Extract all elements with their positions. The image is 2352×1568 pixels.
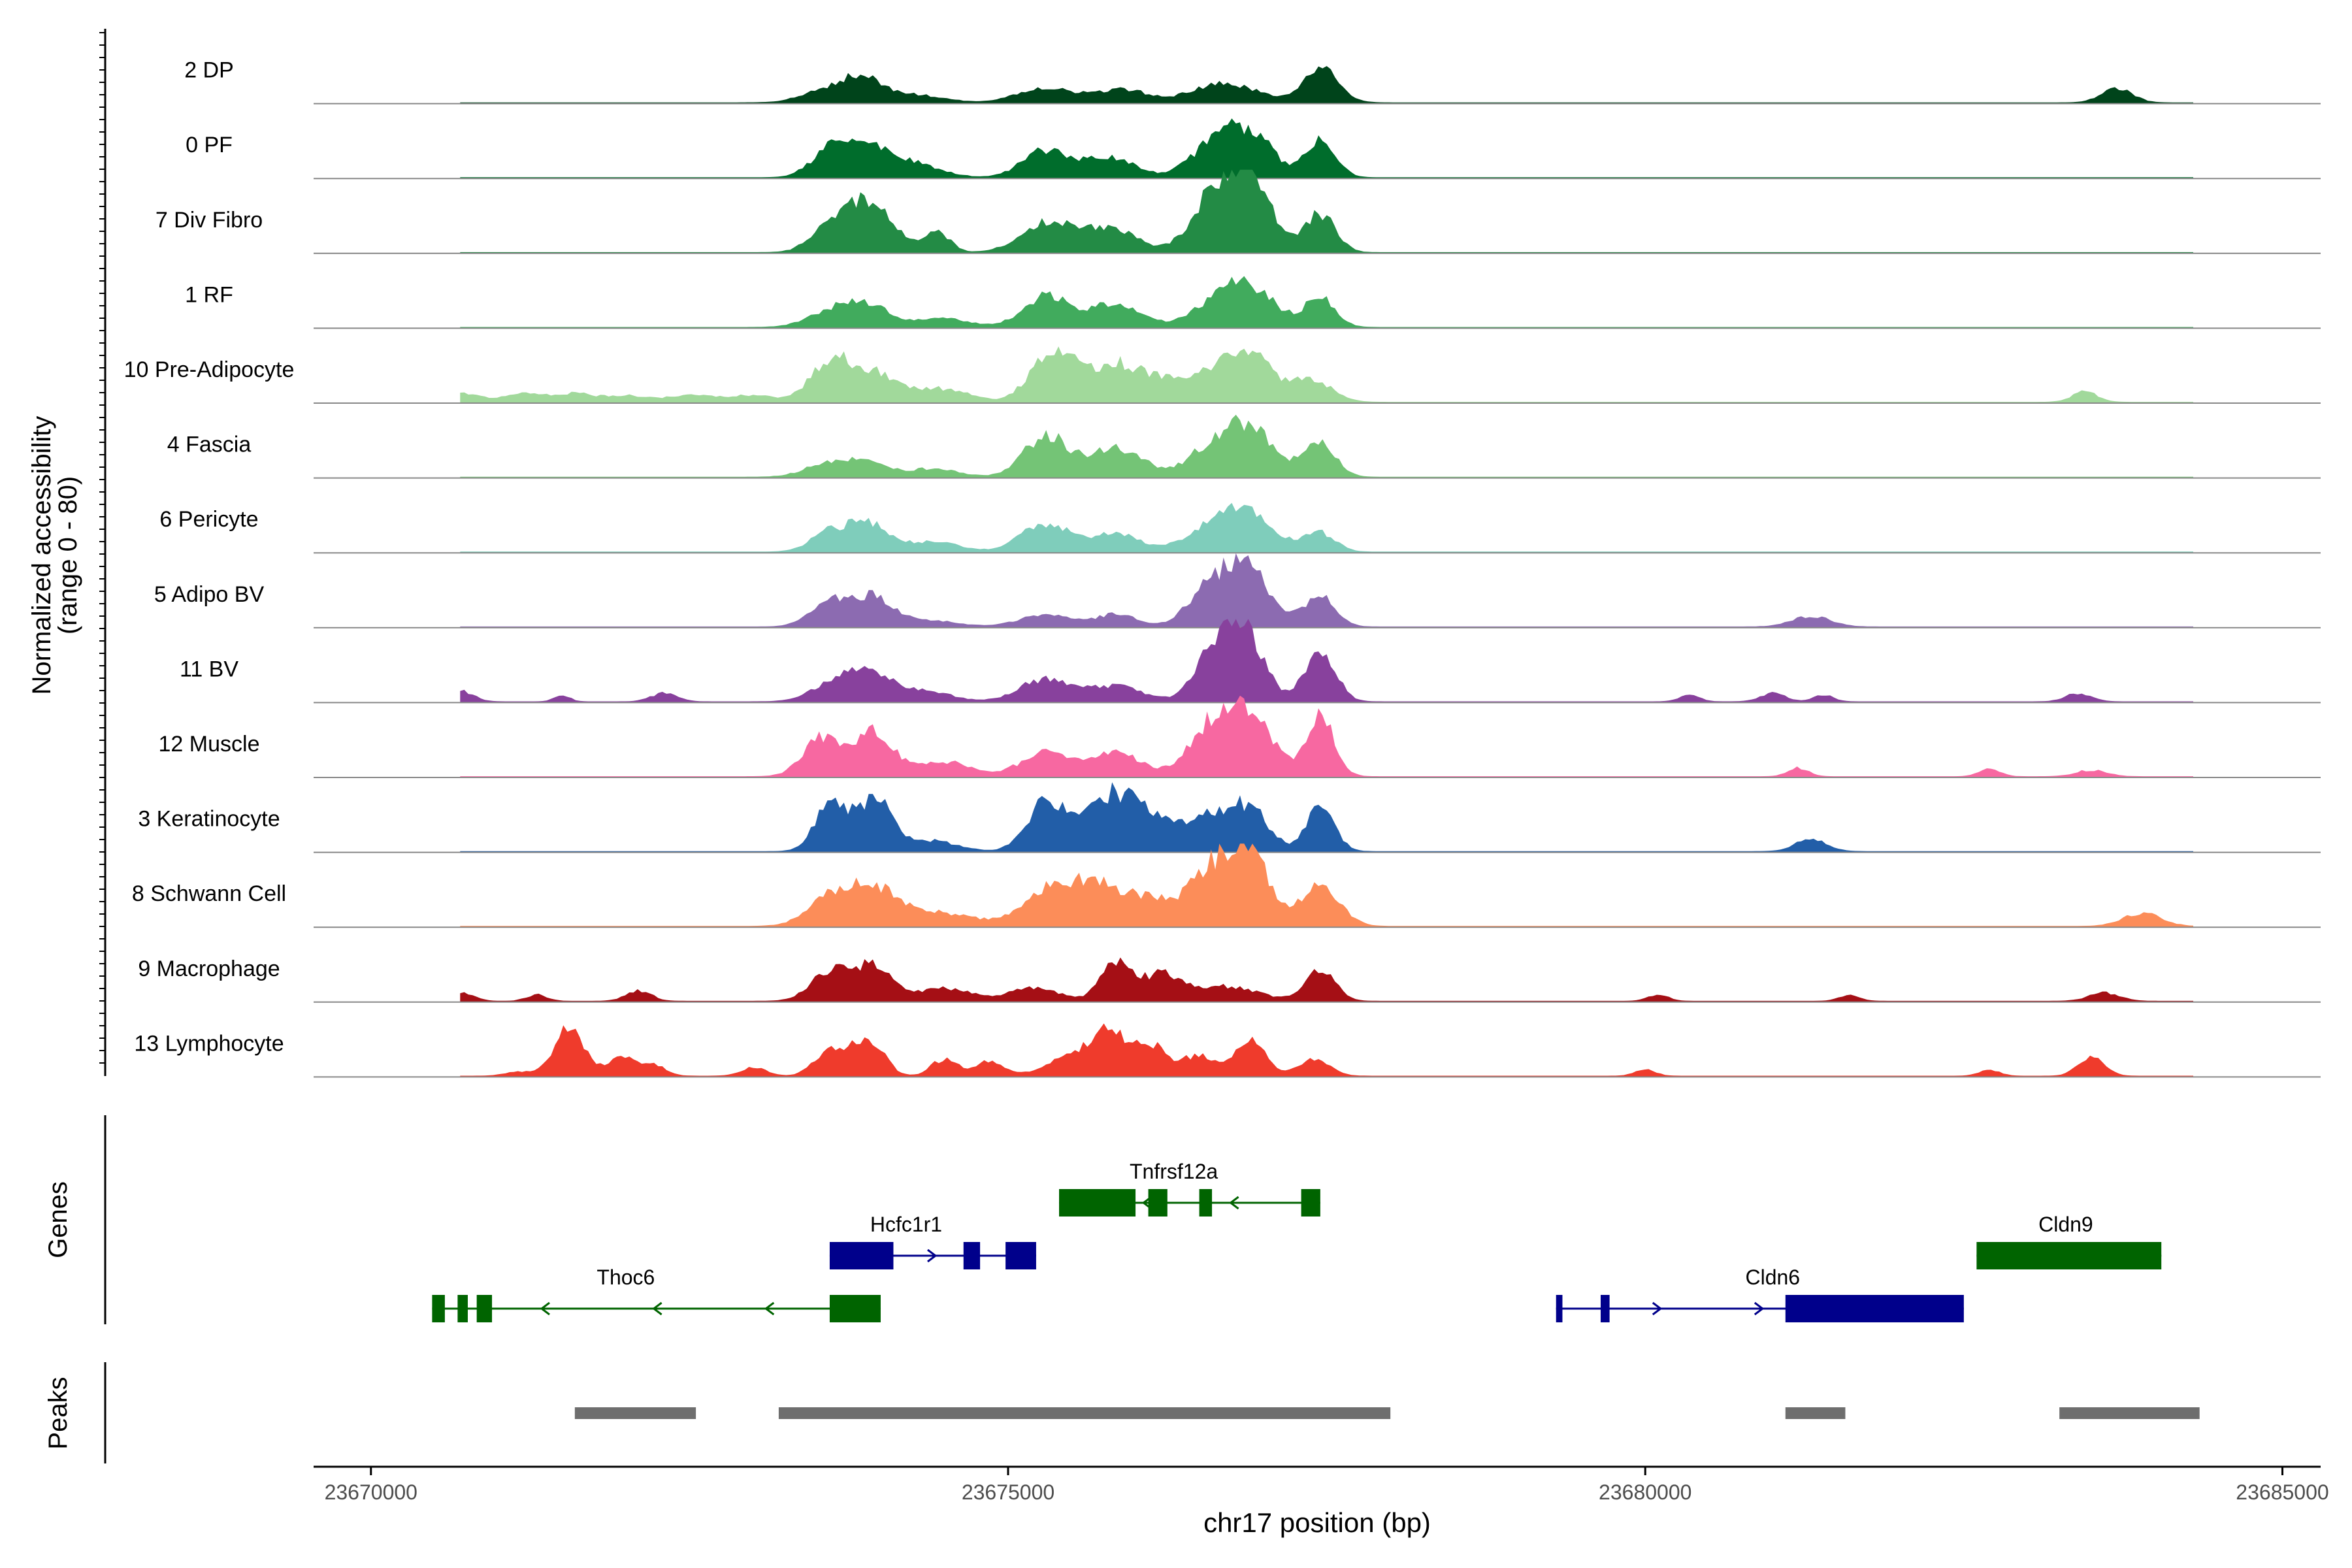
gene-exon bbox=[1600, 1295, 1610, 1322]
strand-arrow bbox=[1229, 1196, 1239, 1210]
track-label: 0 PF bbox=[186, 133, 233, 157]
gene-exon bbox=[963, 1242, 981, 1269]
coverage-area bbox=[460, 118, 2193, 179]
track-label: 10 Pre-Adipocyte bbox=[124, 357, 295, 382]
track-6-pericyte: 6 Pericyte bbox=[159, 502, 2321, 554]
coverage-area bbox=[460, 502, 2193, 553]
track-5-adipo-bv: 5 Adipo BV bbox=[154, 553, 2321, 629]
gene-label: Thoc6 bbox=[596, 1266, 655, 1289]
gene-cldn9: Cldn9 bbox=[1976, 1213, 2162, 1269]
track-label: 3 Keratinocyte bbox=[138, 807, 280, 832]
strand-arrow bbox=[927, 1249, 938, 1263]
x-tick-label: 23670000 bbox=[325, 1480, 417, 1504]
gene-annotation-panel: Thoc6 Hcfc1r1 Tnfrsf12a Cldn6 Cldn9 bbox=[432, 1160, 2162, 1322]
track-11-bv: 11 BV bbox=[180, 619, 2321, 704]
gene-label: Cldn9 bbox=[2038, 1213, 2093, 1236]
genes-panel-label: Genes bbox=[44, 1181, 73, 1258]
peak-region bbox=[778, 1407, 1391, 1419]
track-label: 13 Lymphocyte bbox=[134, 1031, 284, 1056]
gene-exon bbox=[1976, 1242, 2162, 1269]
peak-region bbox=[1785, 1407, 1846, 1419]
coverage-y-ticks bbox=[99, 32, 105, 1064]
track-3-keratinocyte: 3 Keratinocyte bbox=[138, 782, 2321, 853]
x-tick-label: 23685000 bbox=[2236, 1480, 2328, 1504]
coverage-area bbox=[460, 346, 2193, 403]
strand-arrow bbox=[1652, 1301, 1663, 1316]
gene-exon bbox=[829, 1295, 881, 1322]
gene-exon bbox=[1556, 1295, 1563, 1322]
coverage-area bbox=[460, 276, 2193, 329]
track-label: 1 RF bbox=[185, 282, 233, 307]
gene-cldn6: Cldn6 bbox=[1556, 1266, 1964, 1322]
strand-arrow bbox=[540, 1301, 550, 1316]
gene-thoc6: Thoc6 bbox=[432, 1266, 881, 1322]
peak-region bbox=[2059, 1407, 2200, 1419]
track-label: 7 Div Fibro bbox=[155, 208, 263, 233]
track-1-rf: 1 RF bbox=[185, 276, 2321, 329]
track-label: 2 DP bbox=[184, 58, 234, 83]
track-9-macrophage: 9 Macrophage bbox=[138, 956, 2321, 1003]
gene-exon bbox=[1005, 1242, 1036, 1269]
track-label: 12 Muscle bbox=[159, 732, 260, 757]
peak-regions-panel bbox=[574, 1407, 2200, 1419]
x-axis-ticks: 23670000 23675000 23680000 23685000 bbox=[325, 1467, 2329, 1504]
peak-region bbox=[574, 1407, 696, 1419]
y-axis-label-line2: (range 0 - 80) bbox=[54, 476, 82, 634]
track-label: 8 Schwann Cell bbox=[132, 881, 286, 906]
gene-exon bbox=[829, 1242, 894, 1269]
coverage-area bbox=[460, 169, 2193, 253]
coverage-area bbox=[460, 619, 2193, 703]
strand-arrow bbox=[1754, 1301, 1765, 1316]
track-0-pf: 0 PF bbox=[186, 118, 2321, 180]
track-10-pre-adipocyte: 10 Pre-Adipocyte bbox=[124, 346, 2321, 404]
track-12-muscle: 12 Muscle bbox=[159, 695, 2321, 778]
gene-label: Cldn6 bbox=[1745, 1266, 1800, 1289]
coverage-tracks: 2 DP 0 PF 7 Div Fibro 1 RF 10 Pre-Adipocyte 4… bbox=[124, 58, 2321, 1078]
track-label: 4 Fascia bbox=[167, 433, 252, 457]
track-7-div-fibro: 7 Div Fibro bbox=[155, 169, 2321, 254]
track-label: 5 Adipo BV bbox=[154, 582, 265, 607]
gene-exon bbox=[1059, 1189, 1136, 1217]
coverage-area bbox=[460, 66, 2193, 104]
coverage-area bbox=[460, 782, 2193, 853]
coverage-area bbox=[460, 414, 2193, 478]
track-8-schwann-cell: 8 Schwann Cell bbox=[132, 843, 2321, 928]
coverage-area bbox=[460, 553, 2193, 628]
peaks-panel-label: Peaks bbox=[44, 1377, 73, 1449]
x-tick-label: 23675000 bbox=[962, 1480, 1054, 1504]
gene-label: Hcfc1r1 bbox=[870, 1213, 942, 1236]
gene-exon bbox=[1148, 1189, 1168, 1217]
gene-exon bbox=[432, 1295, 445, 1322]
coverage-area bbox=[460, 695, 2193, 777]
gene-exon bbox=[1785, 1295, 1964, 1322]
coverage-area bbox=[460, 957, 2193, 1002]
track-13-lymphocyte: 13 Lymphocyte bbox=[134, 1023, 2321, 1078]
gene-exon bbox=[1199, 1189, 1213, 1217]
gene-exon bbox=[457, 1295, 468, 1322]
coverage-area bbox=[460, 1023, 2193, 1077]
strand-arrow bbox=[652, 1301, 662, 1316]
gene-exon bbox=[476, 1295, 493, 1322]
gene-label: Tnfrsf12a bbox=[1130, 1160, 1218, 1183]
coverage-area bbox=[460, 843, 2193, 928]
track-label: 11 BV bbox=[180, 657, 238, 681]
gene-tnfrsf12a: Tnfrsf12a bbox=[1059, 1160, 1320, 1217]
gene-hcfc1r1: Hcfc1r1 bbox=[829, 1213, 1036, 1269]
track-2-dp: 2 DP bbox=[184, 58, 2321, 105]
y-axis-label-line1: Normalized accessibility bbox=[27, 416, 56, 695]
x-axis-label: chr17 position (bp) bbox=[1203, 1507, 1431, 1538]
track-label: 6 Pericyte bbox=[159, 507, 258, 532]
strand-arrow bbox=[764, 1301, 775, 1316]
gene-exon bbox=[1301, 1189, 1320, 1217]
x-tick-label: 23680000 bbox=[1599, 1480, 1691, 1504]
track-label: 9 Macrophage bbox=[138, 956, 280, 981]
track-4-fascia: 4 Fascia bbox=[167, 414, 2321, 479]
